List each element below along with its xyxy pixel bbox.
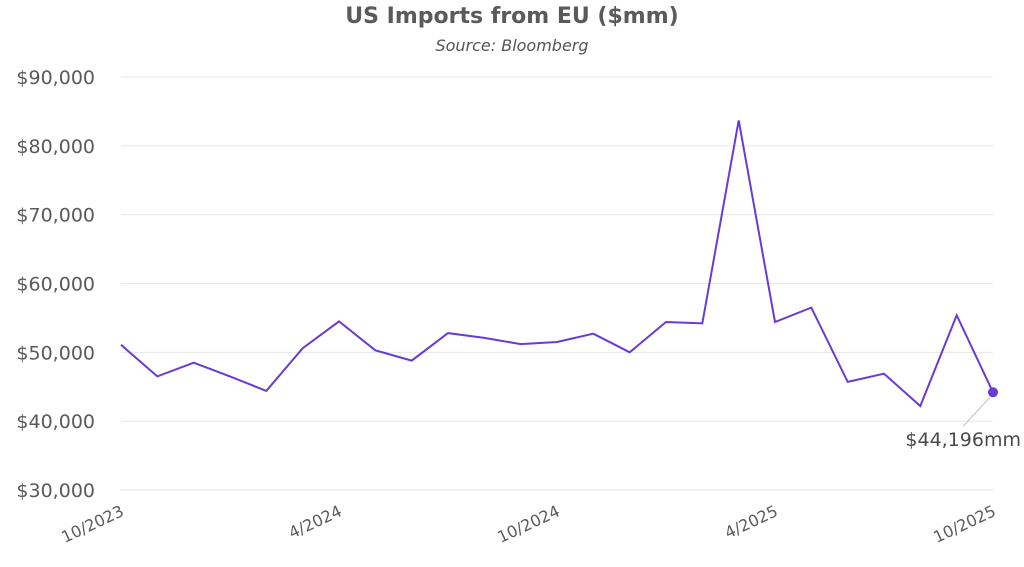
y-tick-label: $90,000 xyxy=(16,67,95,89)
x-tick-label: 4/2024 xyxy=(286,501,345,542)
end-point-marker xyxy=(988,387,998,398)
end-label-leader xyxy=(962,396,991,427)
y-tick-label: $30,000 xyxy=(16,480,95,502)
y-tick-label: $40,000 xyxy=(16,411,95,433)
y-tick-label: $80,000 xyxy=(16,136,95,158)
y-tick-label: $60,000 xyxy=(16,274,95,296)
chart-title: US Imports from EU ($mm) xyxy=(345,4,679,29)
end-value-label: $44,196mm xyxy=(905,429,1021,451)
x-tick-label: 10/2024 xyxy=(494,501,562,546)
series-line xyxy=(120,120,994,408)
x-tick-label: 10/2025 xyxy=(930,501,998,546)
y-tick-label: $50,000 xyxy=(16,342,95,364)
y-tick-label: $70,000 xyxy=(16,205,95,227)
x-tick-label: 10/2023 xyxy=(58,501,126,546)
x-tick-label: 4/2025 xyxy=(722,501,781,542)
chart-subtitle: Source: Bloomberg xyxy=(435,36,589,55)
